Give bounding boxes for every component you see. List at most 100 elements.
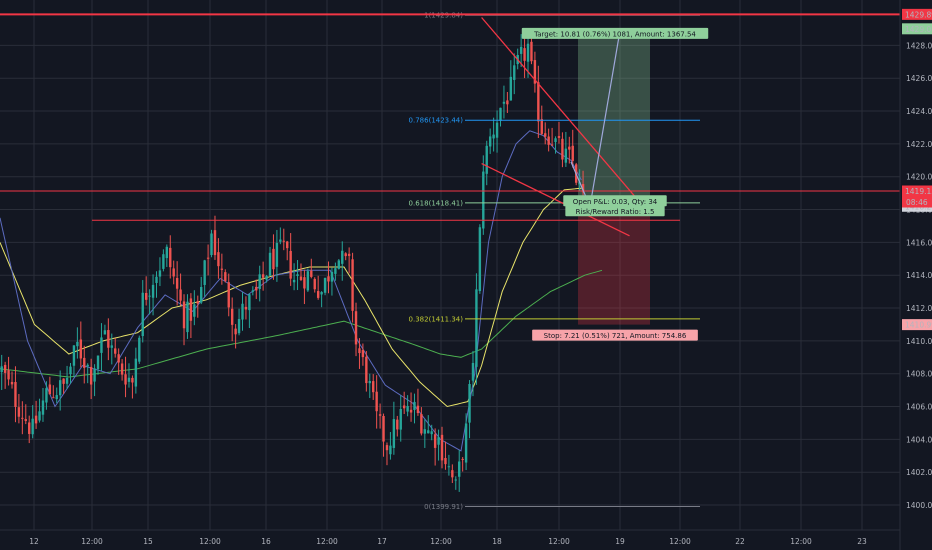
candle	[148, 295, 151, 297]
candle	[372, 381, 375, 393]
candle	[533, 60, 537, 84]
candle	[69, 366, 72, 375]
candle	[537, 82, 540, 122]
ema-fast-line	[0, 130, 582, 452]
candle	[406, 405, 409, 412]
target-label-text: Target: 10.81 (0.76%) 1081, Amount: 1367…	[533, 30, 696, 38]
price-tag-text: 1429.89	[905, 10, 932, 19]
position-tool[interactable]	[578, 28, 650, 325]
stop-label: Stop: 7.21 (0.51%) 721, Amount: 754.86	[532, 329, 698, 341]
candle	[265, 275, 268, 280]
candle	[141, 292, 144, 337]
time-tick-label: 12:00	[790, 537, 812, 546]
trend-line[interactable]	[481, 163, 630, 237]
candle	[478, 227, 482, 292]
time-tick-label: 19	[615, 537, 625, 546]
candle	[96, 355, 100, 370]
candle	[296, 274, 299, 276]
candle	[571, 145, 574, 161]
candle	[169, 247, 172, 268]
candle	[437, 437, 440, 445]
candle	[255, 286, 258, 291]
time-tick-label: 12:00	[430, 537, 452, 546]
candle	[378, 414, 382, 416]
price-tick-label: 1420.00	[906, 173, 932, 182]
price-tag: 1419.13	[902, 185, 932, 197]
candle	[134, 358, 138, 387]
candle	[131, 377, 134, 383]
candle	[251, 290, 255, 292]
candle	[182, 301, 186, 329]
fibonacci-retracement[interactable]: 1(1429.84) 0.786(1423.44) 0.618(1418.41) 0.…	[409, 12, 700, 511]
price-tick-label: 1422.00	[906, 140, 932, 149]
time-tick-label: 18	[492, 537, 502, 546]
candle	[206, 257, 210, 259]
countdown-text: 08:46	[906, 198, 928, 207]
time-tick-label: 12:00	[199, 537, 221, 546]
candle	[444, 457, 447, 465]
candle	[303, 277, 306, 289]
candle	[138, 337, 141, 362]
price-tick-label: 1428.00	[906, 41, 932, 50]
candle	[375, 391, 378, 412]
countdown-bg	[902, 196, 932, 208]
candle	[144, 292, 148, 300]
candle	[114, 348, 117, 354]
candle	[227, 282, 230, 308]
candle	[430, 431, 433, 435]
candle	[110, 345, 113, 348]
candle	[310, 270, 313, 277]
candle	[354, 311, 358, 345]
candle	[523, 48, 526, 61]
candle	[557, 136, 561, 138]
candle	[420, 414, 423, 434]
drawings[interactable]	[0, 13, 900, 237]
time-axis[interactable]: 12 12:00 15 12:00 16 12:00 17 12:00 18 12:00 19 12:…	[0, 529, 900, 546]
candle	[10, 381, 14, 385]
price-tick-label: 1414.00	[906, 271, 932, 280]
candle	[423, 429, 427, 434]
target-label: Target: 10.81 (0.76%) 1081, Amount: 1367…	[521, 27, 709, 39]
trend-line[interactable]	[481, 17, 644, 207]
position-labels: Target: 10.81 (0.76%) 1081, Amount: 1367…	[521, 27, 709, 341]
candle	[48, 384, 52, 395]
candle	[468, 384, 471, 423]
candle	[100, 337, 103, 353]
candle	[275, 242, 279, 267]
candle	[45, 388, 48, 403]
candle	[258, 274, 261, 290]
profit-zone[interactable]	[578, 28, 650, 207]
price-tag: 1410.99	[902, 319, 932, 331]
price-tick-label: 1410.00	[906, 337, 932, 346]
candle	[286, 241, 289, 249]
candle	[17, 407, 21, 417]
loss-zone[interactable]	[578, 206, 650, 325]
price-tag-bg	[902, 185, 932, 197]
candle	[547, 136, 550, 145]
candle	[506, 100, 509, 105]
candle	[581, 184, 585, 193]
ema-slow-line	[0, 269, 603, 378]
time-tick-label: 22	[735, 537, 745, 546]
candle	[268, 252, 272, 276]
price-axis[interactable]: 1400.00 1402.00 1404.00 1406.00 1408.00 1410.…	[899, 0, 932, 550]
fib-level-label: 0(1399.91)	[424, 503, 463, 511]
price-tick-label: 1426.00	[906, 74, 932, 83]
time-tick-label: 12:00	[669, 537, 691, 546]
pnl-label-text: Open P&L: 0.03, Qty: 34	[573, 198, 658, 206]
candle	[368, 380, 371, 384]
candle	[568, 146, 571, 150]
candle	[0, 366, 3, 373]
candle	[327, 276, 330, 282]
candle	[316, 291, 320, 298]
candle	[237, 319, 241, 334]
candle	[41, 400, 45, 415]
time-tick-label: 15	[143, 537, 153, 546]
candle	[454, 479, 457, 481]
candle	[224, 272, 227, 281]
candle	[289, 250, 292, 279]
price-tick-label: 1400.00	[906, 501, 932, 510]
candle	[193, 304, 196, 317]
